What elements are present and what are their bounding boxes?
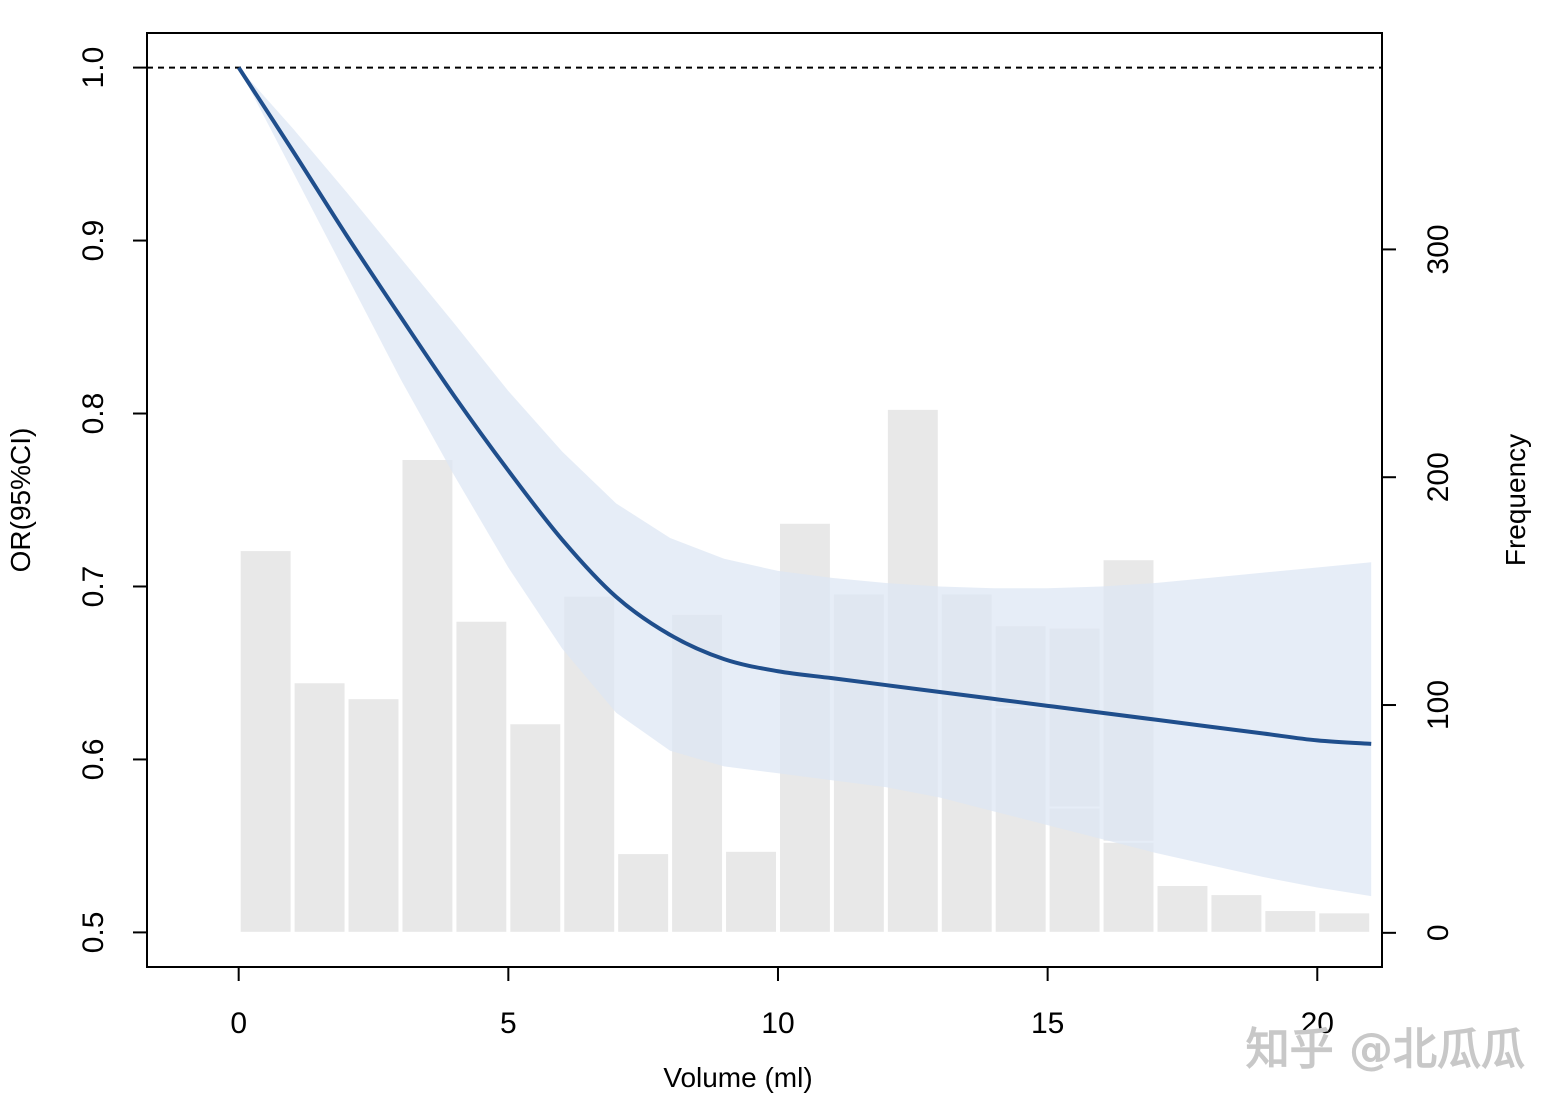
histogram-bar [1317,911,1372,934]
histogram-bar [454,619,509,934]
y2-axis-tick-label: 300 [1422,224,1455,274]
ci-band-layer [238,67,1372,897]
histogram-bar [346,697,401,934]
x-axis-title: Volume (ml) [663,1062,812,1093]
y-axis-tick-label: 0.8 [77,393,110,435]
histogram-bar [400,457,455,934]
y-axis-title: OR(95%CI) [5,428,36,573]
histogram-bar [1209,893,1264,934]
histogram-bar [724,849,778,934]
watermark-text: 知乎 @北瓜瓜 [1246,1024,1525,1075]
x-axis-tick-label: 5 [500,1007,517,1040]
ci-band [238,67,1372,897]
y-axis-tick-label: 1.0 [77,47,110,89]
histogram-bar [508,722,563,934]
histogram-bar [238,549,293,934]
curve-layer [237,66,1372,746]
histogram-bar [1155,883,1210,934]
y2-axis-title: Frequency [1500,434,1531,566]
y2-axis-tick-label: 100 [1422,680,1455,730]
x-axis-tick-label: 15 [1031,1007,1064,1040]
x-axis-tick-label: 20 [1301,1007,1334,1040]
histogram-bar [616,852,671,934]
y-axis-tick-label: 0.9 [77,220,110,262]
axis-layer: 0 5 10 15 20 0.5 0.6 0.7 0.8 0.9 1.0 0 100 200 300 [77,47,1455,1040]
x-axis-tick-label: 10 [761,1007,794,1040]
histogram-bar [292,681,347,934]
y-axis-tick-label: 0.6 [77,739,110,781]
y-axis-tick-label: 0.5 [77,912,110,954]
y2-axis-tick-label: 200 [1422,452,1455,502]
histogram-bar [1263,909,1318,934]
y2-axis-tick-label: 0 [1422,924,1455,941]
or-curve [237,66,1372,746]
x-axis-tick-label: 0 [230,1007,247,1040]
y-axis-tick-label: 0.7 [77,566,110,608]
